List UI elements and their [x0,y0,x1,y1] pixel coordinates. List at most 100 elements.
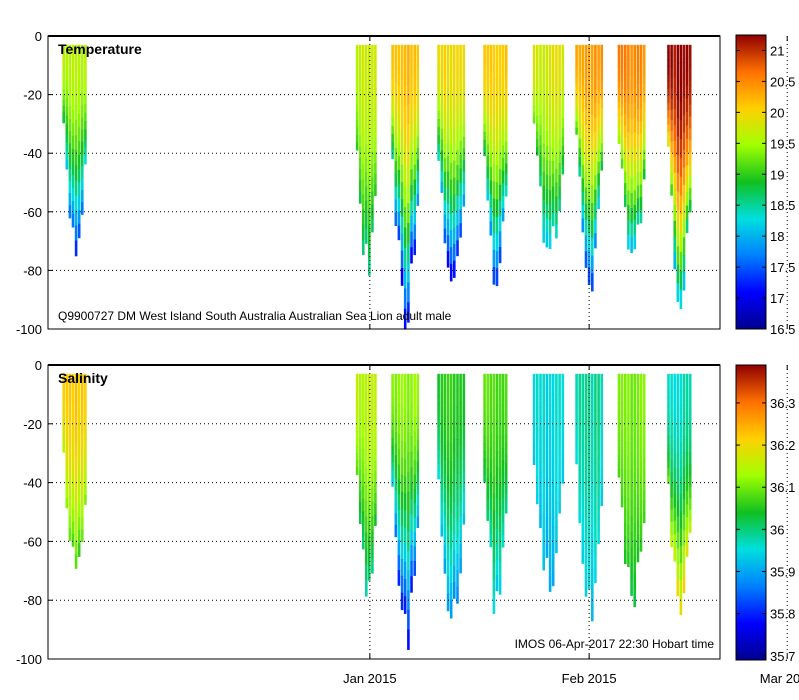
profile-segment [685,219,689,233]
profile-segment [84,392,87,403]
profile-segment [65,71,69,81]
profile-segment [446,235,450,252]
profile-segment [673,373,676,388]
profile-segment [620,80,624,90]
profile-segment [394,109,398,123]
profile-segment [71,57,75,72]
profile-segment [74,135,78,151]
profile-segment [71,44,75,59]
profile-segment [591,409,594,428]
profile-segment [74,373,78,389]
profile-segment [400,216,404,235]
profile-segment [584,373,588,391]
profile-segment [501,497,505,511]
profile-segment [74,457,78,472]
profile-segment [413,460,416,476]
profile-segment [539,95,542,106]
profile-segment [679,101,683,121]
profile-segment [498,60,502,77]
profile-segment [443,501,447,517]
profile-segment [578,157,581,168]
profile-segment [84,87,87,97]
profile-bar [495,44,499,287]
profile-segment [591,238,594,257]
profile-segment [489,460,493,474]
profile-segment [453,518,456,535]
profile-segment [536,494,539,505]
profile-segment [548,117,552,133]
profile-segment [591,567,594,587]
profile-segment [639,70,643,84]
profile-segment [495,389,499,406]
profile-segment [65,62,69,72]
profile-segment [667,444,670,453]
profile-segment [679,528,683,547]
profile-segment [639,386,643,400]
profile-segment [597,150,600,163]
profile-segment [676,264,680,284]
profile-segment [374,471,377,483]
x-tick-label: Jan 2015 [343,671,397,686]
profile-segment [581,495,585,510]
profile-segment [443,530,447,546]
profile-segment [633,161,636,177]
profile-segment [453,227,456,245]
profile-bar [74,44,78,257]
profile-segment [670,398,673,412]
profile-bar [617,44,621,144]
profile-segment [539,516,542,529]
profile-segment [627,161,630,177]
profile-bar [365,373,368,597]
y-tick-label: -20 [23,417,42,432]
colorbar-tick-label: 18 [770,229,784,244]
profile-segment [374,152,377,164]
profile-segment [440,524,444,537]
profile-segment [355,104,359,113]
profile-segment [581,468,585,483]
profile-segment [673,467,676,482]
profile-segment [65,160,69,170]
profile-segment [504,393,508,405]
profile-segment [359,191,362,204]
profile-segment [597,483,600,496]
profile-segment [71,509,75,523]
profile-segment [443,44,447,60]
profile-bar [548,373,552,592]
profile-segment [68,94,72,108]
profile-segment [642,405,646,417]
profile-segment [667,397,670,406]
profile-segment [492,198,496,217]
profile-segment [620,88,624,99]
profile-bar [446,44,450,268]
profile-segment [501,170,505,184]
profile-segment [371,501,374,517]
profile-segment [558,463,561,474]
profile-segment [682,373,686,390]
profile-segment [673,454,676,468]
profile-segment [489,435,493,449]
colorbar-tick-label: 35.9 [770,565,795,580]
profile-segment [400,165,404,183]
profile-segment [501,534,505,548]
profile-segment [374,184,377,196]
profile-segment [359,78,362,91]
profile-segment [492,232,496,251]
profile-segment [483,84,486,93]
profile-segment [449,263,453,282]
profile-segment [362,486,365,500]
profile-segment [555,86,558,101]
profile-segment [539,505,542,518]
profile-segment [558,92,561,105]
profile-segment [539,54,542,66]
profile-segment [670,484,673,498]
profile-segment [561,109,565,120]
profile-segment [536,84,539,93]
profile-segment [575,380,578,388]
profile-segment [630,237,633,254]
profile-segment [624,441,627,456]
profile-bar [483,373,486,483]
profile-segment [403,527,407,546]
profile-segment [492,215,496,234]
profile-segment [407,282,410,303]
profile-segment [413,89,416,106]
